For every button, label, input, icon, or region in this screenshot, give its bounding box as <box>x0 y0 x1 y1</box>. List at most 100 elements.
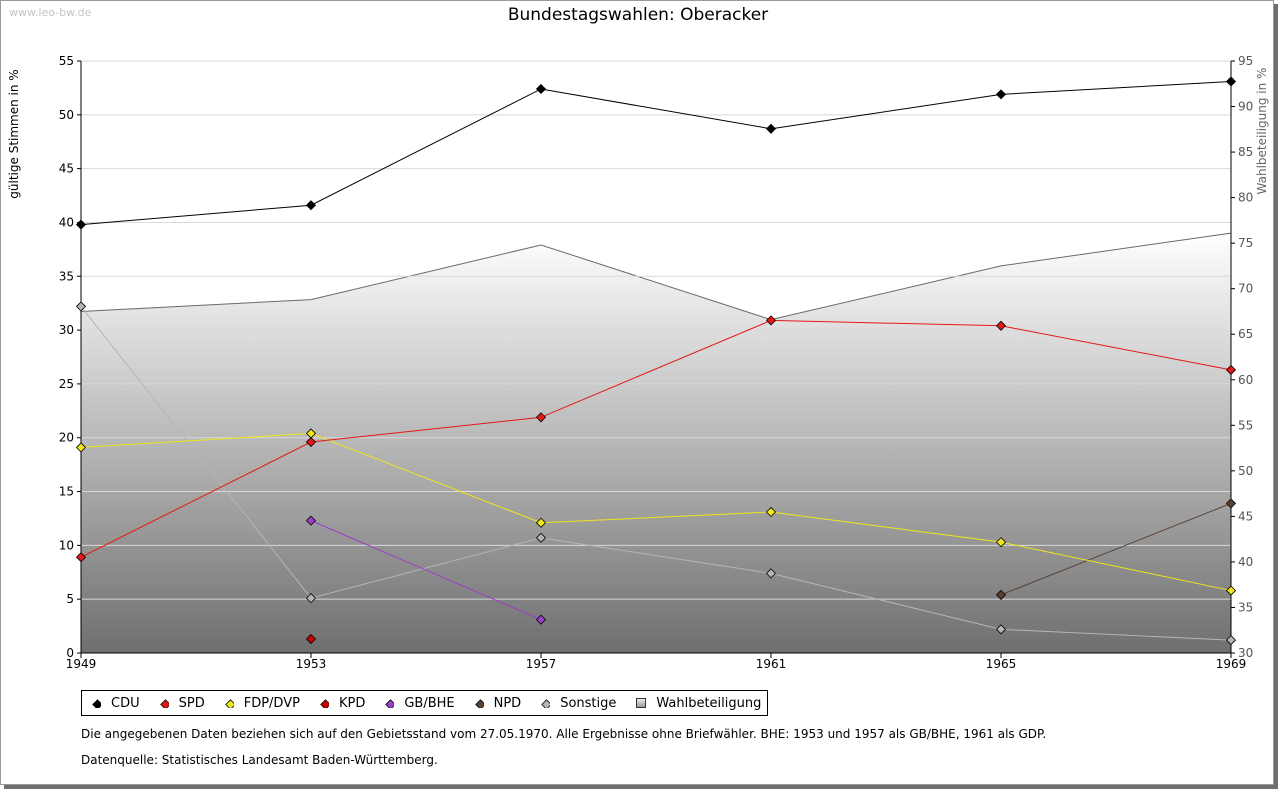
point-sonstige-1957 <box>535 532 547 543</box>
y-tick-label: 35 <box>59 269 74 283</box>
y-tick-label: 55 <box>59 54 74 68</box>
x-tick-label: 1953 <box>296 657 327 671</box>
y-tick-label: 40 <box>59 215 74 229</box>
watermark: www.leo-bw.de <box>9 6 92 19</box>
chart-title: Bundestagswahlen: Oberacker <box>507 5 769 25</box>
y2-tick-label: 60 <box>1238 373 1253 387</box>
point-sonstige-1953 <box>305 593 317 604</box>
x-tick-label: 1969 <box>1216 657 1247 671</box>
series-line-fdp-dvp <box>80 432 1232 592</box>
point-fdp-dvp-1957 <box>535 517 547 528</box>
y2-tick-label: 95 <box>1238 54 1253 68</box>
legend-item-fdp-dvp: FDP/DVP <box>221 696 300 711</box>
y2-tick-label: 90 <box>1238 100 1253 114</box>
legend-item-wahlbeteiligung: Wahlbeteiligung <box>632 696 761 711</box>
y-tick-label: 0 <box>66 646 74 660</box>
legend-label: KPD <box>338 695 366 711</box>
point-spd-1957 <box>535 412 547 423</box>
legend-marker <box>385 698 395 708</box>
x-tick-label: 1957 <box>526 657 557 671</box>
point-gb-bhe-1953 <box>305 515 317 526</box>
y2-tick-label: 45 <box>1238 509 1253 523</box>
turnout-area <box>81 233 1231 654</box>
point-cdu-1969 <box>1225 76 1237 87</box>
point-spd-1965 <box>995 320 1007 331</box>
point-cdu-1957 <box>535 83 547 95</box>
legend-marker <box>92 698 101 708</box>
legend-item-npd: NPD <box>471 695 522 711</box>
point-npd-1965 <box>995 589 1007 600</box>
point-sonstige-1949 <box>75 301 87 312</box>
y-tick-label: 25 <box>59 377 74 391</box>
y2-tick-label: 85 <box>1238 145 1253 159</box>
legend-item-cdu: CDU <box>88 696 140 711</box>
y-tick-label: 15 <box>59 485 74 499</box>
legend-marker <box>636 698 647 708</box>
point-sonstige-1965 <box>995 624 1007 635</box>
y-tick-label: 20 <box>59 431 74 445</box>
legend-label: GB/BHE <box>404 695 455 711</box>
y-tick-label: 10 <box>59 538 74 552</box>
legend-marker <box>320 698 329 708</box>
point-sonstige-1969 <box>1225 635 1237 646</box>
chart-legend: CDU SPD FDP/DVP KPD GB/BHE NPD Sonstige Wahlbet… <box>81 690 769 716</box>
point-spd-1961 <box>765 315 777 326</box>
point-fdp-dvp-1969 <box>1225 585 1237 596</box>
x-tick-label: 1961 <box>756 657 787 671</box>
x-tick-label: 1949 <box>66 657 97 671</box>
legend-marker <box>224 698 234 708</box>
series-line-sonstige <box>80 306 1232 641</box>
legend-item-sonstige: Sonstige <box>537 696 616 711</box>
legend-marker <box>474 698 484 708</box>
y2-tick-label: 75 <box>1238 236 1253 250</box>
series-line-npd <box>1000 502 1232 596</box>
legend-label: CDU <box>111 695 140 711</box>
y2-tick-label: 70 <box>1238 282 1253 296</box>
legend-label: SPD <box>178 695 205 711</box>
y2-tick-label: 30 <box>1238 646 1253 660</box>
y2-tick-label: 40 <box>1238 555 1253 569</box>
series-line-cdu <box>80 80 1232 226</box>
y2-tick-label: 65 <box>1238 327 1253 341</box>
point-spd-1953 <box>305 436 317 448</box>
point-spd-1969 <box>1225 364 1237 375</box>
note-gebietsstand: Die angegebenen Daten beziehen sich auf … <box>81 727 1047 741</box>
x-tick-label: 1965 <box>986 657 1017 671</box>
legend-label: Wahlbeteiligung <box>656 695 762 711</box>
note-datenquelle: Datenquelle: Statistisches Landesamt Bad… <box>81 753 438 767</box>
turnout-line <box>80 232 1232 321</box>
legend-label: FDP/DVP <box>243 695 300 711</box>
legend-marker <box>541 698 551 708</box>
y2-axis-title: Wahlbeteiligung in % <box>1255 68 1269 195</box>
y-tick-label: 45 <box>59 162 74 176</box>
y-axis-title: gültige Stimmen in % <box>7 69 21 198</box>
legend-item-gb-bhe: GB/BHE <box>381 695 455 711</box>
series-line-gb-bhe <box>310 520 542 621</box>
point-sonstige-1961 <box>765 568 777 579</box>
y-tick-label: 30 <box>59 323 74 337</box>
legend-label: NPD <box>493 695 522 711</box>
y2-tick-label: 55 <box>1238 418 1253 432</box>
y-tick-label: 50 <box>59 108 74 122</box>
point-cdu-1949 <box>75 219 87 230</box>
point-fdp-dvp-1961 <box>765 506 777 518</box>
y-tick-label: 5 <box>66 592 74 606</box>
legend-marker <box>159 698 169 708</box>
point-cdu-1961 <box>765 123 777 134</box>
point-spd-1949 <box>75 552 87 563</box>
legend-item-kpd: KPD <box>316 696 365 711</box>
legend-item-spd: SPD <box>156 696 205 711</box>
y2-tick-label: 80 <box>1238 191 1253 205</box>
point-cdu-1953 <box>305 200 317 211</box>
y2-tick-label: 35 <box>1238 600 1253 614</box>
point-gb-bhe-1957 <box>535 614 547 625</box>
y2-tick-label: 50 <box>1238 464 1253 478</box>
series-line-spd <box>80 319 1232 558</box>
point-cdu-1965 <box>995 89 1007 100</box>
point-fdp-dvp-1949 <box>75 442 87 453</box>
legend-label: Sonstige <box>560 695 617 711</box>
point-kpd-1953 <box>305 633 317 645</box>
point-fdp-dvp-1965 <box>995 537 1007 548</box>
